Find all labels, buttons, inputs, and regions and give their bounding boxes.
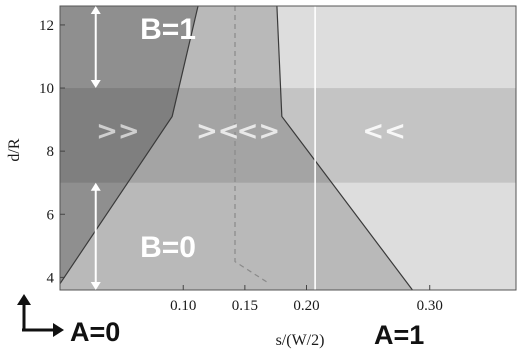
y-tick-label-6: 6 [47, 207, 55, 223]
x-tick-label-0.30: 0.30 [417, 298, 443, 314]
a0-label: A=0 [70, 317, 120, 347]
region-marker-middle-left: >< [196, 117, 240, 147]
y-axis-label: d/R [6, 138, 23, 161]
x-tick-label-0.10: 0.10 [170, 298, 196, 314]
y-tick-label-12: 12 [39, 18, 54, 34]
y-tick-label-4: 4 [47, 270, 55, 286]
b0-range-arrow-head-bottom [90, 282, 101, 290]
a1-label: A=1 [374, 320, 424, 350]
y-tick-label-8: 8 [47, 144, 55, 160]
annotation-layer: B=1 B=0 A=0 A=1 [17, 6, 424, 350]
x-tick-label-0.15: 0.15 [232, 298, 258, 314]
region-marker-right: << [362, 117, 406, 147]
boundary-solid-0 [60, 6, 199, 285]
y-axis: 4 6 8 10 12 [39, 18, 65, 286]
band-0 [60, 88, 516, 183]
b0-range-arrow-head-top [90, 182, 101, 191]
x-axis: 0.10 0.15 0.20 0.30 [170, 285, 443, 314]
region-marker-left: >> [96, 117, 140, 147]
b1-label: B=1 [140, 13, 196, 46]
x-axis-label: s/(W/2) [276, 332, 325, 349]
boundary-solid-1 [276, 6, 413, 290]
boundary-dashed-2 [234, 6, 270, 285]
plot-area: >> ><<> << [60, 6, 516, 290]
x-tick-label-0.20: 0.20 [293, 298, 319, 314]
y-tick-label-10: 10 [39, 81, 54, 97]
region-marker-middle-right: <> [237, 117, 281, 147]
region-left [60, 6, 199, 290]
a0-arrow-head-up [17, 294, 31, 305]
b0-label: B=0 [140, 231, 196, 264]
region-right [276, 6, 516, 290]
a0-arrow-head-right [53, 323, 64, 337]
plot-frame [59, 5, 517, 291]
b1-range-arrow-head-top [90, 6, 101, 14]
b1-range-arrow-head-bottom [90, 80, 101, 89]
